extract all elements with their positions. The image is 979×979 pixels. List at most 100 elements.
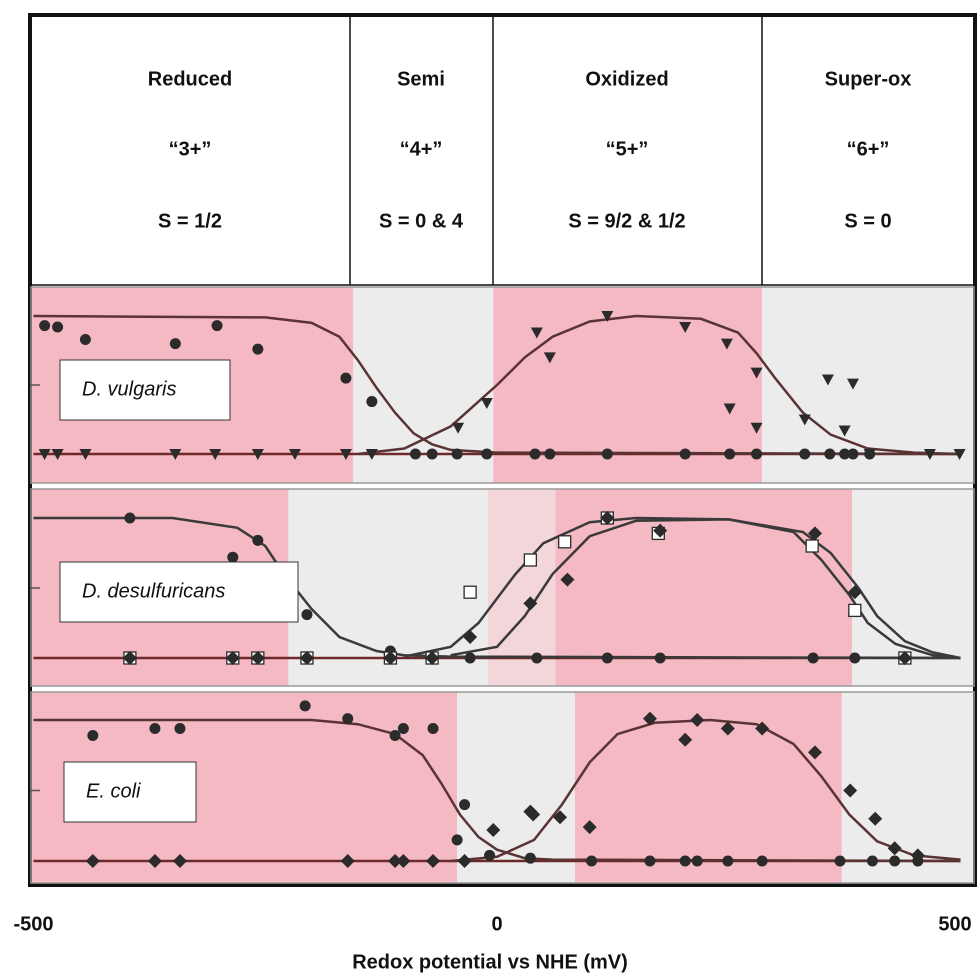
point [866, 855, 878, 867]
point [299, 700, 311, 712]
species-label: D. vulgaris [82, 378, 176, 400]
point [755, 721, 770, 736]
point [600, 511, 615, 525]
point [642, 711, 657, 726]
species-label: D. desulfuricans [82, 580, 225, 602]
point [299, 651, 314, 665]
point [530, 327, 543, 339]
point [799, 448, 811, 460]
point [863, 449, 876, 460]
point [798, 414, 811, 426]
region-band [852, 489, 975, 686]
point [653, 523, 668, 538]
point [849, 652, 861, 664]
point [531, 652, 543, 664]
point [340, 372, 352, 384]
point [342, 713, 354, 725]
point [678, 732, 693, 747]
point [523, 553, 538, 567]
header-cell: Semi [397, 68, 445, 90]
point [169, 449, 182, 460]
point [211, 320, 223, 332]
panel-border [30, 691, 975, 884]
point [365, 449, 378, 460]
x-tick-label: 500 [938, 913, 971, 935]
point [252, 534, 264, 546]
point [301, 609, 313, 621]
point [868, 811, 883, 826]
point [897, 651, 912, 665]
header-cell: S = 0 [844, 210, 891, 232]
region-band [457, 692, 575, 883]
point [397, 722, 409, 734]
point [750, 422, 763, 434]
point [79, 333, 91, 345]
point [451, 448, 463, 460]
point [464, 652, 476, 664]
point [225, 651, 240, 665]
point [560, 572, 575, 587]
x-axis-title: Redox potential vs NHE (mV) [352, 951, 628, 973]
species-box [63, 761, 197, 823]
point [582, 820, 597, 835]
header-cell: Reduced [148, 68, 232, 90]
point [722, 855, 734, 867]
point [409, 448, 421, 460]
point [38, 449, 51, 460]
point [750, 367, 763, 379]
point [756, 855, 768, 867]
plot-layer [33, 311, 966, 868]
point [85, 854, 100, 868]
header-cell: Super-ox [825, 68, 912, 90]
point [427, 722, 439, 734]
header-cell: “4+” [400, 138, 443, 160]
species-label: E. coli [86, 780, 141, 802]
point [691, 855, 703, 867]
point [807, 526, 822, 541]
point [124, 512, 136, 524]
point [149, 722, 161, 734]
point [821, 374, 834, 386]
point [523, 596, 538, 611]
point [887, 841, 902, 856]
point [889, 855, 901, 867]
point [39, 320, 51, 332]
point [558, 535, 572, 549]
point [79, 449, 92, 460]
species-box [59, 359, 231, 421]
fit-curve [450, 718, 961, 863]
header-cell: S = 0 & 4 [379, 210, 464, 232]
point [480, 397, 493, 409]
header-cell: S = 9/2 & 1/2 [568, 210, 685, 232]
point [459, 799, 471, 811]
point [723, 403, 736, 415]
point [252, 343, 264, 355]
point [339, 449, 352, 460]
frame-layer: Reduced “3+” S = 1/2 Semi “4+” S = 0 & 4 Oxidi… [13, 13, 977, 973]
point [720, 338, 733, 350]
point [484, 849, 496, 861]
point [544, 448, 556, 460]
header-cell: Oxidized [585, 68, 668, 90]
point [366, 396, 378, 408]
point [172, 854, 187, 868]
point [824, 448, 836, 460]
point [848, 603, 862, 618]
point [846, 378, 859, 390]
point [251, 449, 264, 460]
point [51, 449, 64, 460]
point [526, 807, 541, 822]
point [396, 854, 411, 868]
point [529, 448, 541, 460]
fit-curve [33, 516, 961, 660]
point [425, 651, 440, 665]
point [452, 422, 465, 434]
point [383, 651, 398, 665]
point [389, 730, 401, 742]
point [847, 448, 859, 460]
point [843, 783, 858, 798]
point [288, 449, 301, 460]
species-box [59, 561, 299, 623]
point [654, 652, 666, 664]
point [586, 855, 598, 867]
